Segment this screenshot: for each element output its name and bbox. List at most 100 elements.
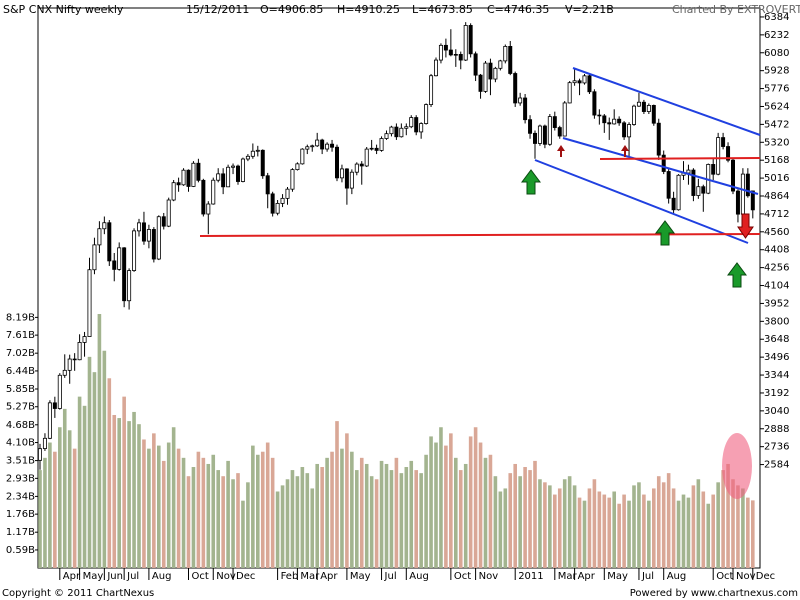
- volume-bar: [53, 451, 57, 568]
- volume-bar: [508, 473, 513, 568]
- volume-tick-label: 5.85B: [6, 384, 35, 395]
- y-tick-label: 6384: [764, 12, 789, 23]
- header-credit: Charted By EXTROVERT: [672, 3, 800, 16]
- candle-body: [161, 216, 166, 227]
- candle-body: [731, 159, 736, 192]
- volume-bar: [483, 457, 488, 568]
- candle-body: [42, 437, 47, 449]
- volume-bar: [711, 494, 715, 568]
- volume-bar: [310, 488, 315, 568]
- volume-bar: [384, 463, 389, 568]
- y-tick-label: 3800: [764, 316, 789, 327]
- volume-bar: [503, 488, 508, 568]
- candle-body: [181, 169, 186, 186]
- volume-bar: [493, 476, 498, 568]
- candle-body: [646, 105, 651, 112]
- header-open: O=4906.85: [260, 3, 323, 16]
- candle-body: [597, 114, 602, 117]
- volume-bar: [226, 460, 230, 568]
- candle-body: [691, 169, 696, 196]
- candle-body: [250, 150, 255, 157]
- candle-body: [612, 118, 617, 125]
- candle-body: [285, 188, 290, 199]
- volume-bar: [196, 451, 201, 568]
- candle-body: [295, 163, 300, 171]
- volume-bar: [320, 467, 324, 568]
- x-tick-label: Apr: [63, 571, 81, 582]
- volume-bar: [741, 488, 745, 568]
- volume-bar: [513, 463, 517, 568]
- volume-bar: [419, 473, 423, 568]
- candle-body: [255, 149, 260, 152]
- candles: [38, 22, 755, 470]
- volume-bar: [622, 494, 626, 568]
- volume-bar: [592, 479, 597, 568]
- volume-bar: [157, 445, 161, 568]
- volume-bar: [562, 479, 567, 568]
- candle-body: [726, 146, 731, 161]
- candle-body: [211, 179, 216, 205]
- x-tick-label: Nov: [479, 571, 499, 582]
- candle-body: [146, 229, 151, 242]
- volume-tick-label: 7.02B: [6, 348, 35, 359]
- volume-bar: [112, 414, 117, 568]
- volume-bar: [597, 491, 602, 568]
- candle-body: [617, 118, 622, 124]
- volume-bar: [374, 479, 379, 568]
- volume-bar: [716, 482, 720, 568]
- candle-body: [468, 25, 473, 55]
- candle-body: [523, 97, 528, 121]
- x-tick-label: Nov: [736, 571, 756, 582]
- volume-bar: [290, 470, 295, 568]
- volume-bar: [706, 503, 711, 568]
- volume-bar: [315, 463, 319, 568]
- candle-body: [72, 358, 77, 361]
- volume-bar: [637, 482, 641, 568]
- volume-bar: [676, 500, 681, 568]
- candle-body: [77, 342, 82, 361]
- chart-title: S&P CNX Nifty weekly: [3, 3, 124, 16]
- volume-bar: [627, 500, 631, 568]
- volume-bar: [429, 436, 433, 568]
- volume-bar: [721, 470, 725, 568]
- candle-body: [542, 125, 547, 145]
- volume-bar: [300, 467, 305, 568]
- y-tick-label: 3192: [764, 388, 789, 399]
- candle-body: [745, 173, 750, 197]
- y-tick-label: 5320: [764, 137, 789, 148]
- x-tick-label: Dec: [236, 571, 255, 582]
- candle-body: [518, 97, 523, 104]
- y-tick-label: 5168: [764, 155, 789, 166]
- y-tick-label: 5016: [764, 173, 789, 184]
- candle-body: [384, 133, 389, 139]
- volume-bar: [246, 482, 250, 568]
- volume-bar: [533, 460, 537, 568]
- candle-body: [231, 165, 236, 168]
- volume-bar: [176, 448, 181, 568]
- volume-tick-label: 3.51B: [6, 456, 35, 467]
- volume-bar: [216, 470, 220, 568]
- volume-bar: [666, 473, 671, 568]
- volume-bar: [414, 470, 418, 568]
- y-tick-label: 5928: [764, 66, 789, 77]
- candle-body: [270, 193, 275, 214]
- candle-body: [641, 101, 646, 112]
- y-tick-label: 3344: [764, 370, 789, 381]
- volume-tick-label: 4.68B: [6, 420, 35, 431]
- y-tick-label: 4256: [764, 263, 789, 274]
- volume-bar: [553, 494, 557, 568]
- candle-body: [166, 199, 171, 227]
- x-tick-label: Feb: [281, 571, 299, 582]
- candle-body: [547, 116, 552, 145]
- candle-body: [334, 146, 339, 179]
- candle-body: [488, 62, 493, 80]
- candle-body: [701, 186, 706, 194]
- candle-body: [354, 163, 359, 173]
- candle-body: [156, 216, 161, 260]
- plot-area: [37, 7, 761, 569]
- volume-bar: [325, 457, 329, 568]
- candle-body: [191, 162, 196, 187]
- volume-bar: [498, 491, 503, 568]
- candle-body: [419, 123, 424, 133]
- volume-bar: [166, 442, 171, 568]
